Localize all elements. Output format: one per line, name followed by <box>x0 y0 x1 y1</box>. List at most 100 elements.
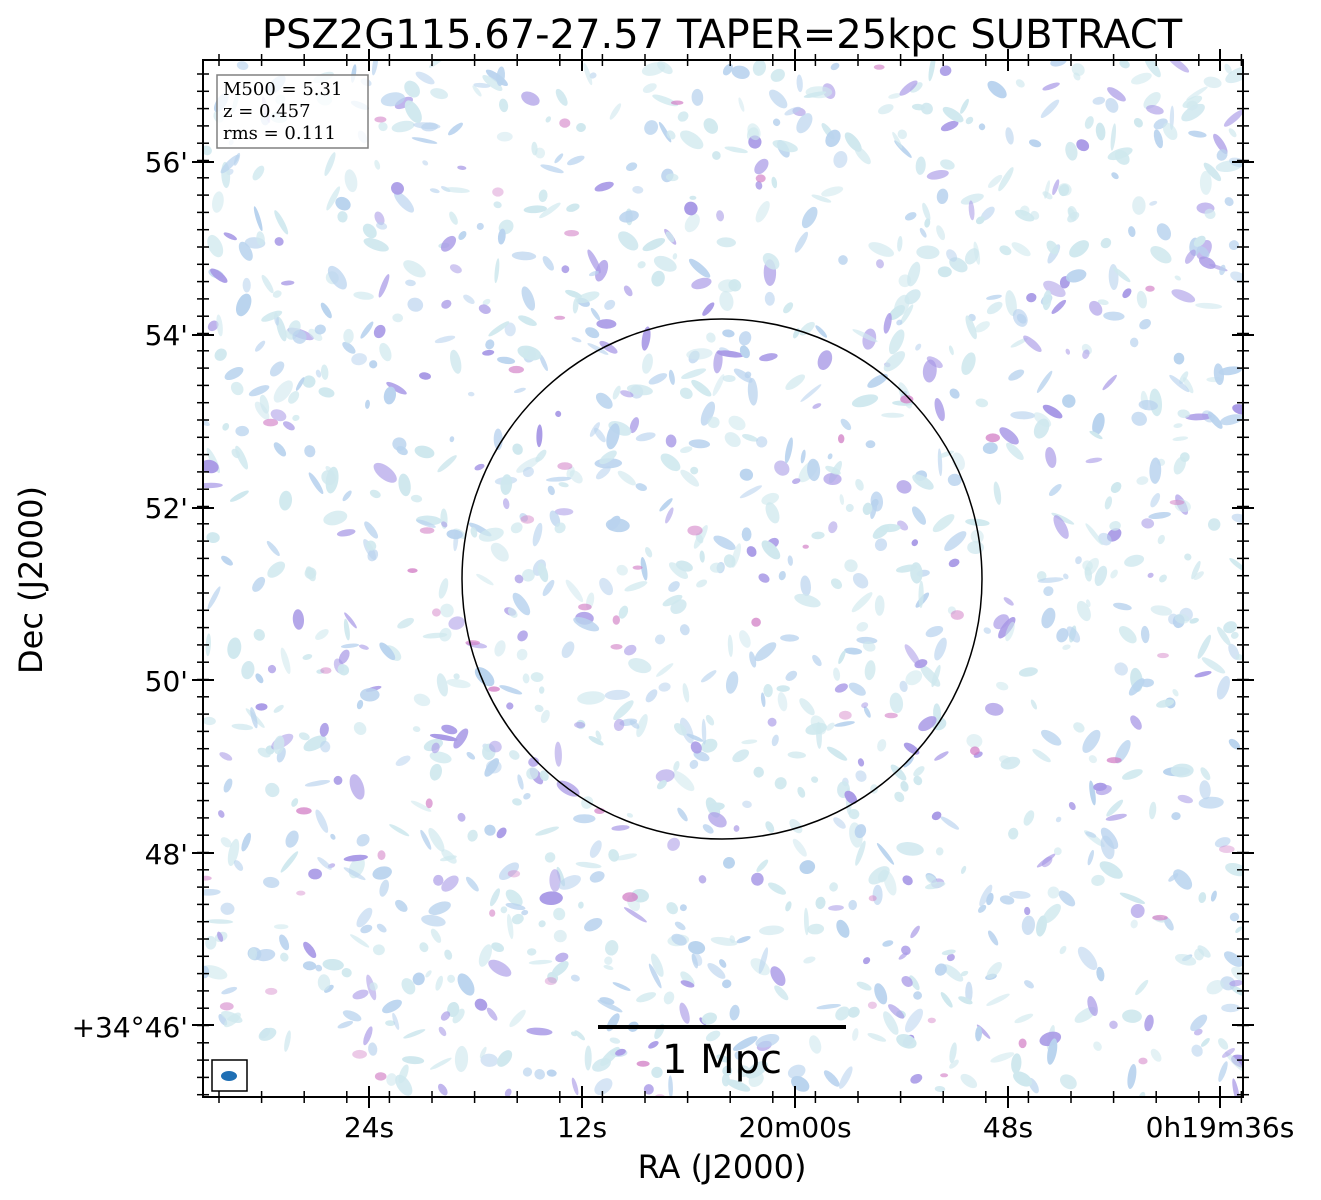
noise-blob <box>1159 574 1167 583</box>
noise-blob <box>414 445 435 459</box>
noise-blob <box>742 800 752 808</box>
noise-blob <box>378 122 388 132</box>
noise-blob <box>925 881 946 890</box>
noise-blob <box>729 1004 740 1021</box>
noise-blob <box>851 592 873 613</box>
noise-peak <box>1169 499 1185 506</box>
noise-blob <box>916 245 940 260</box>
noise-blob <box>1149 457 1162 484</box>
noise-blob <box>544 852 556 863</box>
noise-blob <box>1068 801 1076 811</box>
noise-blob <box>1169 374 1190 393</box>
noise-blob <box>1132 196 1146 215</box>
noise-blob <box>816 1003 842 1010</box>
noise-blob <box>274 210 289 235</box>
noise-peak <box>219 1002 234 1011</box>
noise-peak <box>838 710 852 720</box>
noise-blob <box>1030 210 1040 220</box>
noise-blob <box>1128 678 1145 696</box>
noise-blob <box>341 968 352 978</box>
noise-blob <box>364 521 379 539</box>
noise-blob <box>915 156 926 175</box>
noise-blob <box>998 167 1014 192</box>
noise-blob <box>391 182 404 195</box>
noise-blob <box>396 446 408 456</box>
noise-blob <box>626 384 653 396</box>
noise-blob <box>258 1027 277 1041</box>
noise-blob <box>272 290 282 298</box>
noise-blob <box>1021 915 1036 935</box>
noise-blob <box>429 1057 452 1070</box>
noise-blob <box>759 353 778 362</box>
noise-blob <box>629 720 640 729</box>
noise-blob <box>668 581 680 592</box>
noise-blob <box>1092 96 1106 105</box>
noise-blob <box>910 562 923 584</box>
noise-blob <box>833 667 841 681</box>
noise-blob <box>1140 625 1150 644</box>
noise-blob <box>1096 966 1105 982</box>
noise-peak <box>927 1017 936 1024</box>
noise-blob <box>549 510 561 527</box>
noise-blob <box>693 751 710 762</box>
noise-blob <box>570 1031 578 1037</box>
noise-blob <box>978 123 986 131</box>
noise-blob <box>317 856 332 870</box>
noise-blob <box>727 634 733 657</box>
noise-blob <box>716 210 725 222</box>
noise-blob <box>770 966 786 986</box>
noise-blob <box>337 211 348 223</box>
noise-blob <box>330 833 336 840</box>
noise-blob <box>899 680 908 693</box>
noise-blob <box>220 837 232 848</box>
noise-blob <box>643 1084 654 1095</box>
noise-blob <box>478 304 491 314</box>
noise-blob <box>1141 518 1155 529</box>
noise-blob <box>338 649 350 665</box>
noise-blob <box>1011 242 1031 257</box>
noise-blob <box>642 83 657 93</box>
noise-blob <box>509 1009 526 1028</box>
noise-blob <box>680 446 693 454</box>
noise-blob <box>870 500 878 520</box>
noise-blob <box>1100 237 1112 249</box>
noise-blob <box>577 691 606 705</box>
noise-blob <box>948 558 960 568</box>
noise-blob <box>374 159 381 170</box>
noise-blob <box>1130 904 1145 918</box>
noise-blob <box>369 982 378 991</box>
noise-blob <box>936 188 949 204</box>
noise-blob <box>1225 862 1243 877</box>
noise-blob <box>856 622 869 632</box>
noise-blob <box>368 1042 378 1056</box>
noise-blob <box>734 1051 742 1060</box>
noise-blob <box>851 394 879 408</box>
noise-blob <box>371 60 379 76</box>
noise-blob <box>987 174 1003 188</box>
noise-blob <box>567 155 585 166</box>
noise-blob <box>993 481 1002 505</box>
noise-blob <box>584 1045 592 1071</box>
noise-blob <box>1144 1014 1154 1032</box>
noise-blob <box>833 150 848 169</box>
noise-blob <box>279 934 290 951</box>
noise-blob <box>344 612 357 629</box>
noise-blob <box>665 507 674 524</box>
noise-blob <box>854 824 867 839</box>
noise-blob <box>467 829 478 842</box>
noise-blob <box>428 901 451 915</box>
noise-blob <box>888 1004 905 1019</box>
noise-blob <box>707 416 720 429</box>
noise-blob <box>320 364 329 380</box>
noise-blob <box>635 432 656 442</box>
noise-blob <box>932 514 955 533</box>
noise-blob <box>761 492 780 505</box>
noise-blob <box>1092 412 1105 435</box>
noise-blob <box>1036 370 1053 394</box>
noise-blob <box>253 206 263 232</box>
noise-blob <box>964 248 979 265</box>
noise-blob <box>640 557 648 581</box>
noise-blob <box>1195 302 1223 309</box>
noise-blob <box>767 717 777 727</box>
noise-blob <box>934 963 947 976</box>
